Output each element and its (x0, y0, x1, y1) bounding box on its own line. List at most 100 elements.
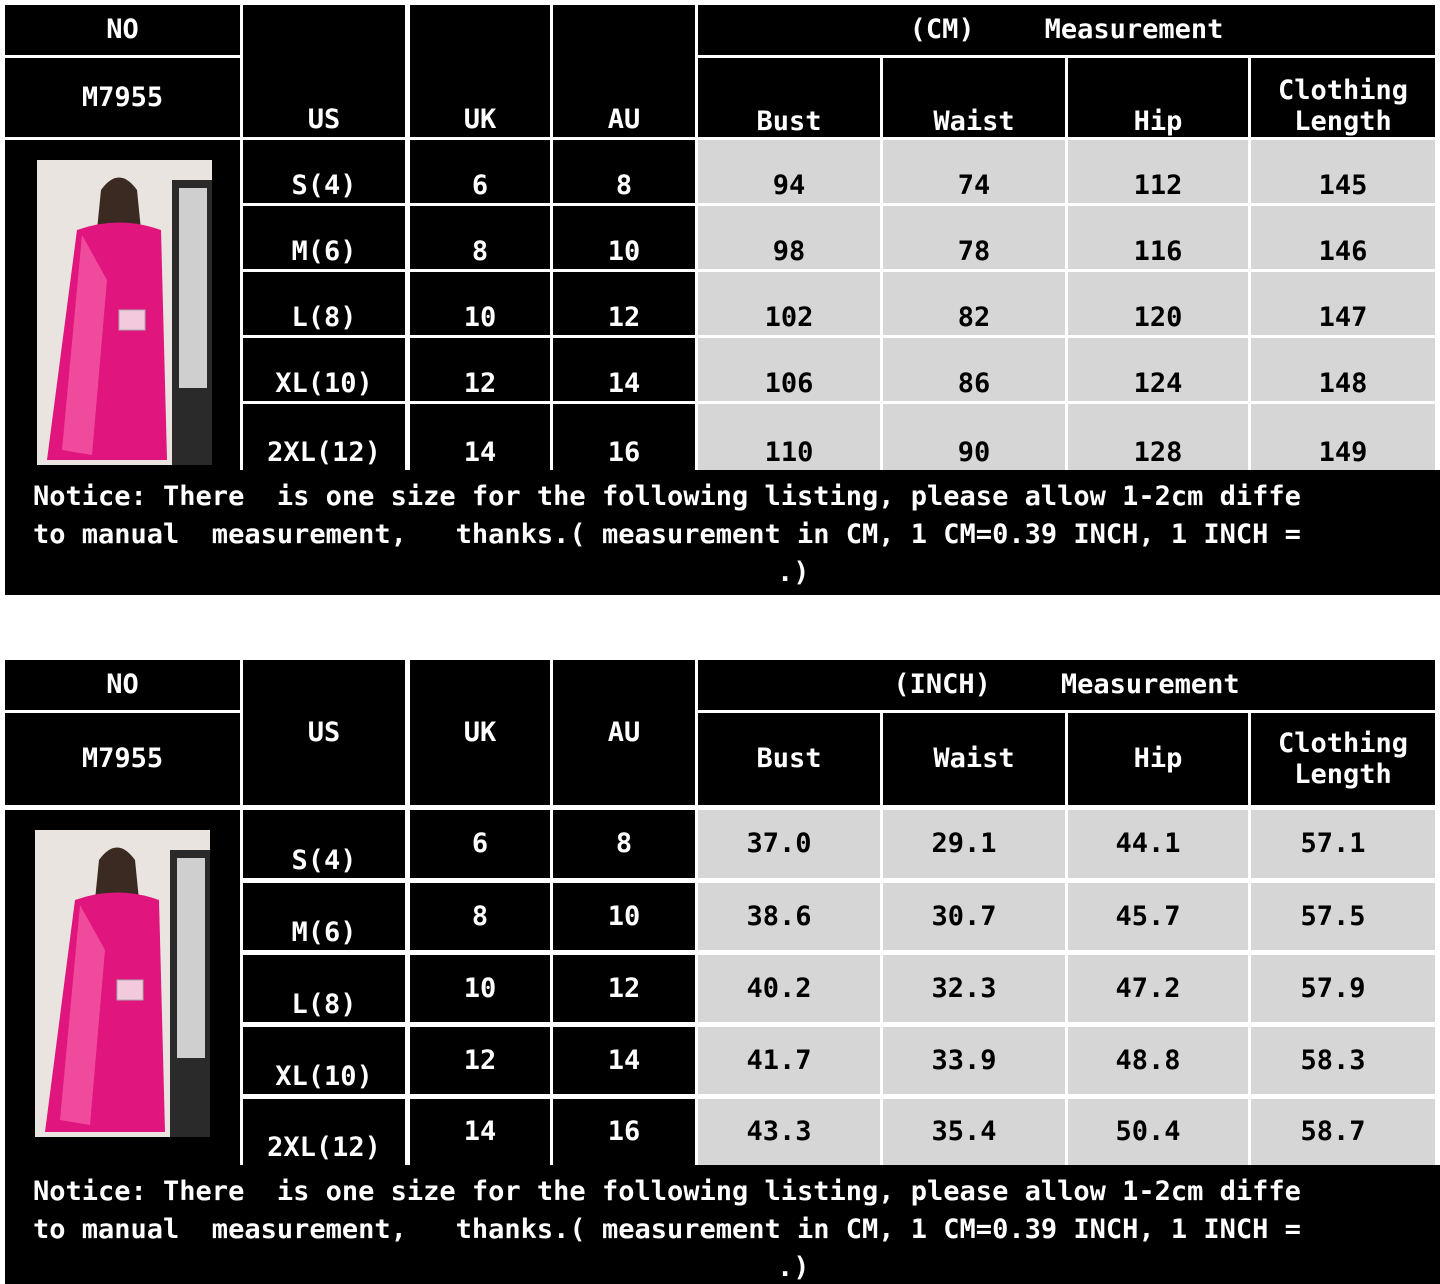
size-cell: 8 (553, 140, 695, 203)
size-cell: 12 (553, 272, 695, 335)
size-header: US (243, 660, 405, 805)
size-cell: M(6) (243, 206, 405, 269)
model-number: M7955 (5, 713, 240, 805)
measure-cell: 41.7 (698, 1027, 880, 1094)
measure-cell: 40.2 (698, 955, 880, 1022)
measure-cell: 90 (883, 404, 1065, 470)
measure-cell: 120 (1068, 272, 1248, 335)
measure-cell: 147 (1251, 272, 1435, 335)
measure-cell: 37.0 (698, 810, 880, 878)
measure-header: Waist (883, 713, 1065, 805)
measurement-header: (INCH) Measurement (698, 660, 1435, 710)
size-cell: XL(10) (243, 1027, 405, 1094)
measure-cell: 148 (1251, 338, 1435, 401)
notice-line: .) (777, 1252, 810, 1283)
notice-line: .) (777, 557, 810, 588)
size-cell: XL(10) (243, 338, 405, 401)
measure-cell: 128 (1068, 404, 1248, 470)
unit-label: (INCH) (893, 669, 991, 701)
measure-cell: 78 (883, 206, 1065, 269)
no-label: NO (5, 5, 240, 55)
measure-cell: 35.4 (883, 1099, 1065, 1165)
size-cell: 16 (553, 404, 695, 470)
product-photo (35, 830, 210, 1137)
size-cell: 2XL(12) (243, 1099, 405, 1165)
size-cell: 12 (553, 955, 695, 1022)
measure-header: Clothing Length (1251, 58, 1435, 137)
product-photo (37, 160, 212, 465)
size-cell: 2XL(12) (243, 404, 405, 470)
size-cell: M(6) (243, 883, 405, 950)
measure-cell: 30.7 (883, 883, 1065, 950)
size-cell: 12 (410, 1027, 550, 1094)
size-cell: L(8) (243, 955, 405, 1022)
measure-cell: 102 (698, 272, 880, 335)
size-cell: L(8) (243, 272, 405, 335)
size-header: AU (553, 5, 695, 137)
unit-label: (CM) (909, 14, 975, 46)
measurement-label: Measurement (1044, 14, 1224, 46)
notice: Notice: There is one size for the follow… (5, 1165, 1440, 1284)
measure-cell: 45.7 (1068, 883, 1248, 950)
measure-cell: 82 (883, 272, 1065, 335)
photo-art (35, 830, 210, 1137)
measure-cell: 43.3 (698, 1099, 880, 1165)
measure-cell: 112 (1068, 140, 1248, 203)
measure-cell: 29.1 (883, 810, 1065, 878)
size-cell: 8 (410, 206, 550, 269)
size-cell: 8 (553, 810, 695, 878)
measure-cell: 44.1 (1068, 810, 1248, 878)
size-cell: 14 (553, 1027, 695, 1094)
measure-cell: 106 (698, 338, 880, 401)
size-cell: 10 (553, 206, 695, 269)
measure-header: Bust (698, 713, 880, 805)
size-cell: 10 (553, 883, 695, 950)
size-cell: S(4) (243, 810, 405, 878)
measure-cell: 57.5 (1251, 883, 1435, 950)
size-cell: 16 (553, 1099, 695, 1165)
notice-line: Notice: There is one size for the follow… (33, 1176, 1301, 1207)
measure-cell: 149 (1251, 404, 1435, 470)
measure-cell: 32.3 (883, 955, 1065, 1022)
measure-cell: 86 (883, 338, 1065, 401)
measure-header: Hip (1068, 58, 1248, 137)
measure-cell: 116 (1068, 206, 1248, 269)
measure-cell: 48.8 (1068, 1027, 1248, 1094)
size-header: UK (410, 660, 550, 805)
measure-cell: 74 (883, 140, 1065, 203)
size-cell: 6 (410, 810, 550, 878)
measure-header: Waist (883, 58, 1065, 137)
size-cell: S(4) (243, 140, 405, 203)
measurement-label: Measurement (1060, 669, 1240, 701)
measure-header: Hip (1068, 713, 1248, 805)
measure-cell: 50.4 (1068, 1099, 1248, 1165)
measure-cell: 98 (698, 206, 880, 269)
measure-cell: 38.6 (698, 883, 880, 950)
measure-cell: 124 (1068, 338, 1248, 401)
measure-cell: 146 (1251, 206, 1435, 269)
notice: Notice: There is one size for the follow… (5, 470, 1440, 595)
measure-cell: 110 (698, 404, 880, 470)
measure-cell: 33.9 (883, 1027, 1065, 1094)
measure-cell: 57.1 (1251, 810, 1435, 878)
size-cell: 10 (410, 272, 550, 335)
size-header: US (243, 5, 405, 137)
measure-cell: 58.3 (1251, 1027, 1435, 1094)
size-cell: 14 (410, 404, 550, 470)
measure-cell: 145 (1251, 140, 1435, 203)
model-number: M7955 (5, 58, 240, 137)
size-cell: 6 (410, 140, 550, 203)
notice-line: Notice: There is one size for the follow… (33, 481, 1301, 512)
notice-line: to manual measurement, thanks.( measurem… (33, 519, 1301, 550)
size-header: UK (410, 5, 550, 137)
measure-header: Bust (698, 58, 880, 137)
measure-cell: 94 (698, 140, 880, 203)
measure-cell: 57.9 (1251, 955, 1435, 1022)
size-cell: 14 (410, 1099, 550, 1165)
size-cell: 14 (553, 338, 695, 401)
size-header: AU (553, 660, 695, 805)
measurement-header: (CM) Measurement (698, 5, 1435, 55)
size-cell: 8 (410, 883, 550, 950)
photo-art (37, 160, 212, 465)
